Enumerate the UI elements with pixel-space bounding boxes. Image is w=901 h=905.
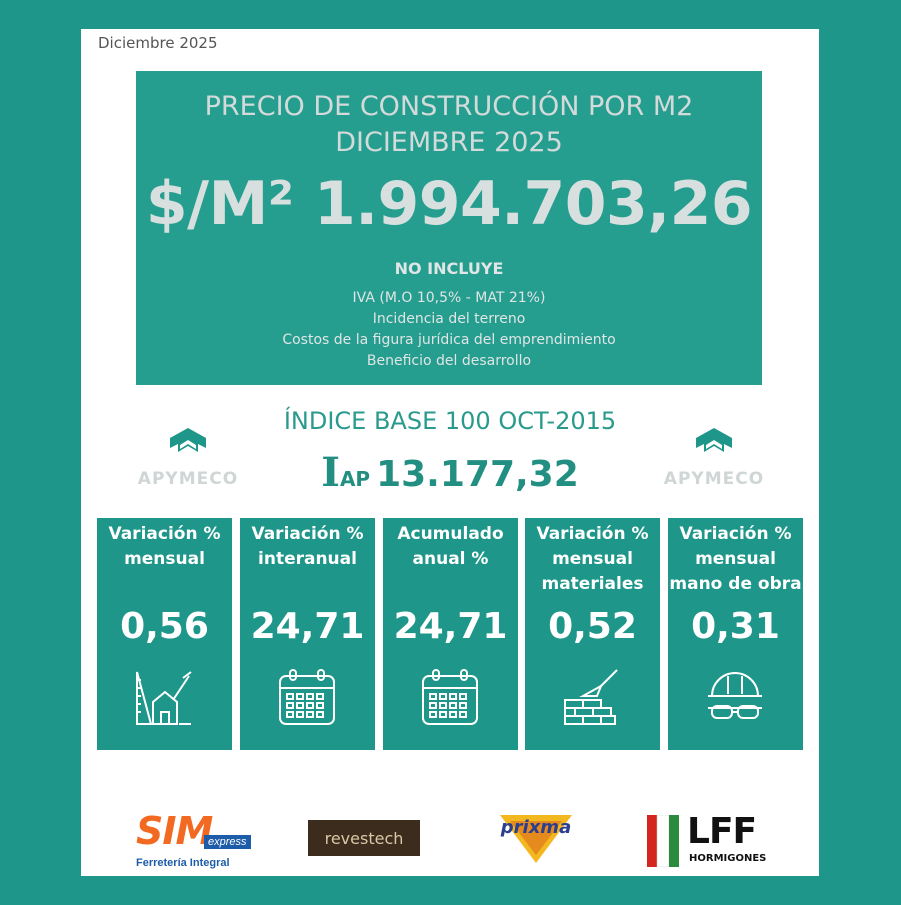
apymeco-house-icon [696,428,732,452]
exclusions-title: NO INCLUYE [394,259,504,278]
prixma-brand: prixma [500,817,572,838]
tile-value: 0,31 [691,606,780,647]
tile-value: 0,56 [120,606,209,647]
tile-value: 24,71 [250,606,365,647]
price-panel: PRECIO DE CONSTRUCCIÓN POR M2 DICIEMBRE … [136,71,762,385]
lff-brand: LFF [687,811,757,852]
date-label: Diciembre 2025 [98,34,218,52]
tile-labor-variation: Variación % mensual mano de obra 0,31 [668,518,803,750]
revestech-brand: revestech [324,828,404,848]
apymeco-logo-text: APYMECO [137,469,239,489]
tile-label: Variación % mensual materiales [536,524,649,594]
report-card: Diciembre 2025 PRECIO DE CONSTRUCCIÓN PO… [81,29,819,876]
price-value: $/M² 1.994.703,26 [145,169,753,239]
sim-subtitle: Ferretería Integral [136,857,230,869]
exclusions-list: IVA (M.O 10,5% - MAT 21%) Incidencia del… [136,288,762,372]
apymeco-logo-right: APYMECO [659,426,769,489]
apymeco-logo-text: APYMECO [663,469,765,489]
index-symbol: I [321,449,340,496]
calendar-icon [422,669,478,725]
tile-label: Variación % mensual mano de obra [669,524,802,594]
sim-brand: SIM [136,809,213,853]
exclusion-item: IVA (M.O 10,5% - MAT 21%) [352,290,546,306]
sponsor-prixma: prixma [496,811,576,871]
tile-label: Variación % mensual [108,524,221,569]
construction-plan-icon [136,671,192,725]
apymeco-house-icon [170,428,206,452]
tile-monthly-variation: Variación % mensual 0,56 [97,518,232,750]
exclusion-item: Incidencia del terreno [372,311,526,327]
tile-value: 0,52 [548,606,637,647]
index-value: IAP 13.177,32 [81,449,819,496]
index-subscript: AP [339,467,371,491]
bricks-trowel-icon [564,669,618,725]
prixma-triangle-icon [500,815,572,863]
tile-label: Acumulado anual % [397,524,504,569]
tile-value: 24,71 [393,606,508,647]
price-title: PRECIO DE CONSTRUCCIÓN POR M2 DICIEMBRE … [136,89,762,161]
sim-tag: express [204,835,251,849]
calendar-icon [279,669,335,725]
exclusion-item: Beneficio del desarrollo [366,353,532,369]
lff-flag-icon [647,815,679,867]
tile-annual-accumulated: Acumulado anual % 24,71 [383,518,518,750]
lff-subtitle: HORMIGONES [689,853,767,864]
apymeco-logo-left: APYMECO [133,426,243,489]
sponsor-sim-express: SIM express Ferretería Integral [136,809,256,869]
tile-interannual-variation: Variación % interanual 24,71 [240,518,375,750]
index-title: ÍNDICE BASE 100 OCT-2015 [283,407,617,435]
price-title-line1: PRECIO DE CONSTRUCCIÓN POR M2 [204,91,694,122]
sponsor-lff: LFF HORMIGONES [647,811,777,871]
tile-materials-variation: Variación % mensual materiales 0,52 [525,518,660,750]
sponsor-revestech: revestech [308,820,420,856]
index-number: 13.177,32 [376,454,579,495]
price-title-line2: DICIEMBRE 2025 [335,127,563,158]
helmet-goggles-icon [708,672,762,719]
tile-label: Variación % interanual [251,524,364,569]
exclusion-item: Costos de la figura jurídica del emprend… [282,332,616,348]
